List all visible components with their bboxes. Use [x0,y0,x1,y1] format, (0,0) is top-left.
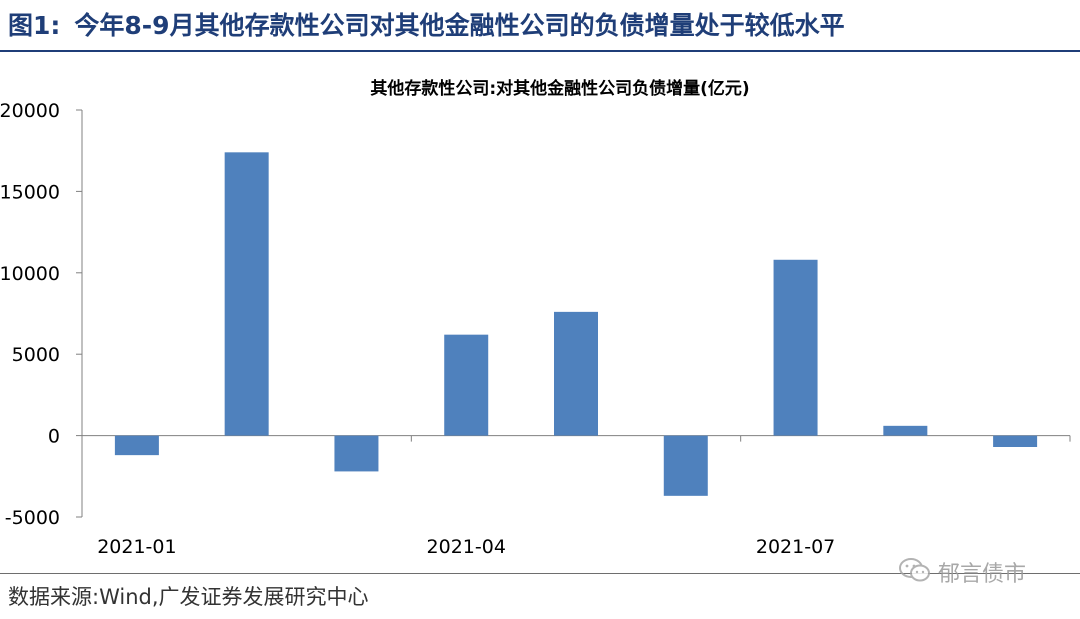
bar-2021-03 [334,435,379,472]
bar-2021-04 [444,334,489,436]
x-tick-label: 2021-04 [427,536,506,558]
x-tick-label: 2021-01 [97,536,176,558]
bar-2021-09 [993,435,1038,447]
y-tick-label: 20000 [0,100,60,122]
bar-2021-06 [663,435,708,496]
bar-2021-08 [883,425,928,436]
figure-title-text: 今年8-9月其他存款性公司对其他金融性公司的负债增量处于较低水平 [74,11,845,40]
y-tick-label: -5000 [5,507,60,529]
footer-divider [0,573,1080,574]
y-tick-label: 10000 [0,263,60,285]
bar-2021-05 [554,311,598,436]
figure-title: 图1: 今年8-9月其他存款性公司对其他金融性公司的负债增量处于较低水平 [8,6,845,46]
y-tick-label: 15000 [0,181,60,203]
watermark: 郁言债市 [898,556,1026,588]
source-note: 数据来源:Wind,广发证券发展研究中心 [8,585,369,609]
y-tick-label: 0 [48,426,60,448]
chart-title: 其他存款性公司:对其他金融性公司负债增量(亿元) [370,78,749,99]
figure-label: 图1: [8,11,61,40]
bar-2021-07 [773,259,818,436]
bar-2021-01 [114,435,159,456]
wechat-icon [898,556,932,588]
watermark-text: 郁言债市 [938,562,1027,587]
plot-area: 20000 15000 10000 5000 0 -5000 2021-01 2021-04 2… [0,100,1071,558]
bar-2021-02 [224,152,269,436]
title-divider [0,50,1080,52]
x-tick-label: 2021-07 [756,536,835,558]
bar-chart: 其他存款性公司:对其他金融性公司负债增量(亿元) 20000 15000 10000… [0,78,1071,558]
y-tick-label: 5000 [12,344,60,366]
